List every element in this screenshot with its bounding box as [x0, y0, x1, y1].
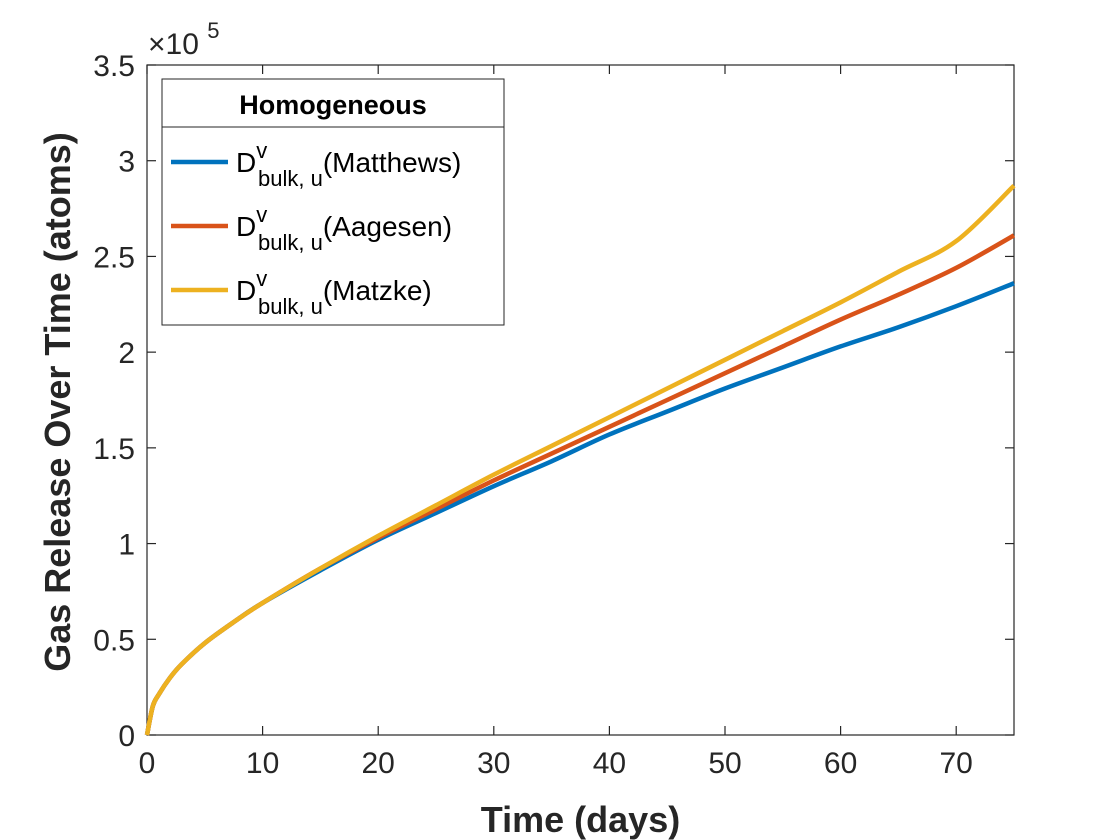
x-tick-label: 30 [477, 747, 510, 780]
y-exponent-power: 5 [207, 18, 219, 43]
y-tick-label: 2.5 [93, 241, 135, 274]
x-tick-label: 50 [708, 747, 741, 780]
tick-labels: 0 10 20 30 40 50 60 70 0 0.5 1 1.5 2 2.5 3 3.5 [93, 50, 973, 780]
x-tick-label: 20 [362, 747, 395, 780]
legend-main: D [236, 275, 256, 306]
legend: Homogeneous Dv bulk, u(Matthews)Dv bulk, u… [161, 78, 505, 326]
series-line-matzke [144, 183, 1016, 736]
legend-label-matthews: Dv bulk, u(Matthews) [236, 138, 461, 191]
y-tick-label: 0 [118, 720, 135, 753]
x-tick-label: 0 [139, 747, 156, 780]
x-tick-label: 10 [246, 747, 279, 780]
x-tick-label: 60 [824, 747, 857, 780]
legend-label-aagesen: Dv bulk, u(Aagesen) [236, 202, 452, 255]
legend-subscript: bulk, u [258, 166, 323, 191]
y-tick-label: 2 [118, 337, 135, 370]
legend-label-matzke: Dv bulk, u(Matzke) [236, 266, 432, 319]
x-tick-label: 70 [940, 747, 973, 780]
legend-main: D [236, 147, 256, 178]
legend-title: Homogeneous [239, 90, 427, 120]
legend-superscript: v [256, 202, 267, 227]
y-tick-label: 1 [118, 529, 135, 562]
y-axis-exponent: ×10 5 [148, 18, 219, 61]
y-tick-label: 1.5 [93, 433, 135, 466]
legend-suffix: (Matzke) [323, 275, 432, 306]
legend-suffix: (Matthews) [323, 147, 461, 178]
y-exponent-base: ×10 [148, 28, 199, 61]
legend-superscript: v [256, 138, 267, 163]
legend-subscript: bulk, u [258, 230, 323, 255]
legend-superscript: v [256, 266, 267, 291]
y-tick-label: 0.5 [93, 624, 135, 657]
x-tick-label: 40 [593, 747, 626, 780]
legend-suffix: (Aagesen) [323, 211, 452, 242]
legend-box [161, 78, 505, 326]
legend-main: D [236, 211, 256, 242]
y-tick-label: 3 [118, 146, 135, 179]
legend-entries: Dv bulk, u(Matthews)Dv bulk, u(Aagesen)Dv b… [171, 138, 461, 319]
y-axis-label: Gas Release Over Time (atoms) [37, 132, 78, 672]
y-tick-label: 3.5 [93, 50, 135, 83]
x-axis-label: Time (days) [481, 799, 680, 840]
legend-subscript: bulk, u [258, 294, 323, 319]
